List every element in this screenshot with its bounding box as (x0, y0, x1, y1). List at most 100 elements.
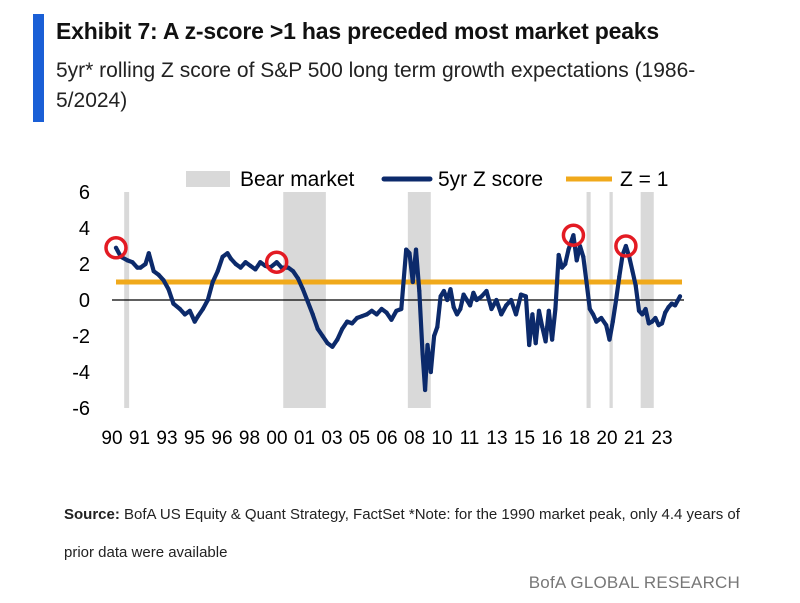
series-point (248, 263, 253, 268)
series-point (594, 319, 599, 324)
series-point (225, 251, 230, 256)
x-tick-label: 93 (156, 428, 177, 449)
peak-markers (104, 223, 638, 274)
series-point (253, 267, 258, 272)
y-axis-ticks: -6 -4 -2 0 2 4 6 (72, 182, 90, 420)
series-point (410, 279, 415, 285)
x-tick-label: 95 (184, 428, 205, 449)
series-point (389, 317, 394, 322)
series-point (369, 308, 374, 313)
series-point (431, 333, 437, 339)
series-point (540, 324, 545, 330)
series-point (125, 258, 130, 263)
series-point (559, 265, 565, 270)
series-point (640, 312, 645, 317)
series-point (310, 312, 315, 317)
series-point (228, 256, 233, 261)
x-axis-ticks: 90 91 93 95 96 98 00 01 03 05 06 08 10 11 13 15 16 18 20 21… (101, 428, 672, 449)
series-point (451, 305, 456, 310)
x-tick-label: 13 (486, 428, 507, 449)
series-point (420, 351, 425, 357)
series-point (354, 315, 360, 321)
series-point (441, 288, 447, 294)
y-tick-label: -4 (72, 362, 90, 384)
series-point (584, 279, 589, 285)
y-tick-label: -2 (72, 326, 90, 348)
series-point (604, 323, 609, 328)
series-point (413, 247, 419, 252)
legend-line-label: 5yr Z score (438, 168, 543, 191)
series-point (404, 247, 409, 252)
series-point (643, 306, 648, 312)
series-point (135, 265, 140, 270)
x-tick-label: 20 (596, 428, 617, 449)
series-point (340, 326, 345, 331)
y-tick-label: 4 (79, 218, 90, 240)
x-tick-label: 15 (514, 428, 535, 449)
series-point (428, 369, 433, 375)
series-point (438, 294, 443, 299)
series-point (364, 312, 369, 317)
series-point (669, 301, 674, 306)
series-point (335, 337, 340, 342)
series-point (613, 297, 619, 303)
series-point (215, 269, 220, 274)
series-point (300, 287, 306, 292)
series-point (171, 301, 176, 306)
series-point (422, 387, 428, 393)
series-point (315, 326, 320, 331)
series-point (379, 306, 384, 312)
source-note: Source: BofA US Equity & Quant Strategy,… (64, 496, 764, 572)
series-point (454, 312, 460, 317)
series-point (407, 251, 412, 256)
series-point (574, 258, 579, 263)
series-point (192, 319, 197, 324)
series-point (461, 292, 466, 297)
x-tick-label: 18 (569, 428, 590, 449)
y-tick-label: -6 (72, 398, 90, 420)
series-point (374, 312, 379, 317)
y-tick-label: 2 (79, 254, 90, 276)
series-point (630, 269, 635, 274)
series-point (566, 247, 571, 252)
series-point (571, 233, 576, 238)
series-point (399, 306, 404, 312)
series-point (417, 288, 422, 294)
peak-marker (264, 250, 289, 274)
series-point (656, 323, 661, 328)
series-point (646, 321, 651, 326)
x-tick-label: 10 (431, 428, 452, 449)
series-point (359, 314, 365, 319)
series-point (290, 269, 296, 274)
y-tick-label: 6 (79, 182, 90, 204)
series-point (325, 341, 330, 346)
series-point (494, 297, 499, 303)
series-point (504, 303, 509, 308)
x-tick-label: 03 (321, 428, 342, 449)
series-point (663, 310, 668, 315)
series-point (205, 297, 210, 303)
series-point (161, 278, 166, 283)
x-tick-label: 90 (101, 428, 122, 449)
series-point (563, 261, 568, 267)
x-tick-label: 16 (541, 428, 562, 449)
series-points (113, 233, 683, 393)
series-point (677, 294, 683, 299)
source-text: BofA US Equity & Quant Strategy, FactSet… (64, 506, 740, 561)
peak-marker (614, 234, 638, 258)
series-point (345, 319, 350, 324)
series-point (384, 310, 389, 315)
series-point (556, 252, 561, 258)
x-tick-label: 01 (294, 428, 315, 449)
series-point (177, 306, 183, 312)
series-point (666, 305, 671, 310)
series-point (509, 297, 514, 303)
x-tick-label: 06 (376, 428, 397, 449)
series-point (295, 276, 301, 281)
series-point (435, 324, 440, 330)
legend-bear-label: Bear market (240, 168, 355, 191)
x-tick-label: 05 (349, 428, 370, 449)
series-point (138, 265, 143, 270)
chart-title: Exhibit 7: A z-score >1 has preceded mos… (56, 18, 659, 44)
